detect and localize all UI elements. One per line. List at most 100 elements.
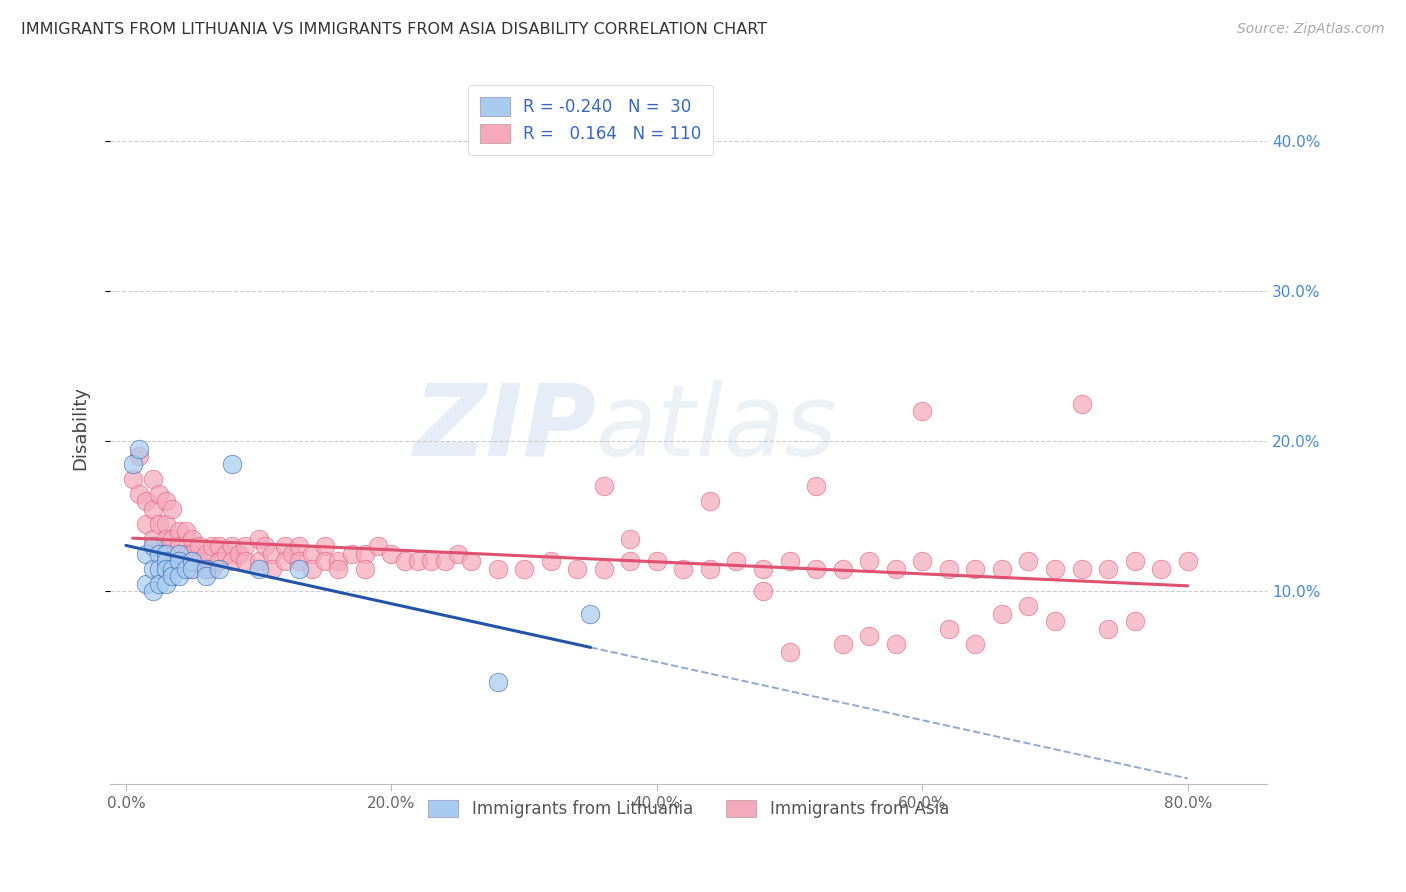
Point (672, 562, 695, 576)
Point (155, 547, 177, 561)
Point (619, 532, 641, 546)
Point (274, 554, 297, 568)
Point (181, 562, 204, 576)
Point (208, 562, 231, 576)
Point (181, 562, 204, 576)
Point (167, 539, 190, 553)
Point (328, 562, 350, 576)
Point (141, 472, 163, 486)
Point (567, 562, 589, 576)
Point (513, 562, 536, 576)
Point (221, 457, 243, 471)
Point (314, 539, 336, 553)
Point (214, 547, 236, 561)
Point (301, 547, 323, 561)
Point (221, 539, 243, 553)
Point (135, 547, 157, 561)
Point (194, 562, 217, 576)
Point (155, 562, 177, 576)
Point (433, 554, 456, 568)
Point (287, 554, 309, 568)
Point (804, 479, 827, 493)
Point (699, 494, 721, 508)
Point (314, 554, 336, 568)
Text: ZIP: ZIP (413, 380, 596, 477)
Point (420, 554, 443, 568)
Point (247, 554, 270, 568)
Point (579, 607, 602, 621)
Point (1070, 562, 1092, 576)
Point (148, 562, 170, 576)
Point (1043, 562, 1066, 576)
Point (354, 547, 377, 561)
Point (121, 457, 143, 471)
Point (752, 562, 775, 576)
Point (884, 562, 907, 576)
Point (201, 539, 224, 553)
Text: Source: ZipAtlas.com: Source: ZipAtlas.com (1237, 22, 1385, 37)
Point (486, 674, 509, 689)
Point (804, 562, 827, 576)
Point (858, 630, 880, 644)
Point (155, 547, 177, 561)
Point (162, 562, 184, 576)
Point (260, 547, 283, 561)
Point (884, 637, 907, 651)
Point (208, 554, 231, 568)
Point (148, 516, 170, 531)
Point (247, 562, 270, 576)
Point (447, 547, 470, 561)
Point (301, 562, 323, 576)
Point (274, 539, 297, 553)
Point (167, 524, 190, 539)
Point (1043, 615, 1066, 629)
Point (148, 577, 170, 591)
Point (228, 547, 250, 561)
Point (911, 554, 934, 568)
Point (254, 539, 277, 553)
Point (725, 554, 748, 568)
Point (394, 554, 416, 568)
Point (1123, 554, 1146, 568)
Point (188, 554, 211, 568)
Point (540, 554, 562, 568)
Point (460, 554, 482, 568)
Point (367, 539, 389, 553)
Point (155, 577, 177, 591)
Point (141, 501, 163, 516)
Point (141, 584, 163, 599)
Point (260, 562, 283, 576)
Point (911, 404, 934, 418)
Point (141, 539, 163, 553)
Point (194, 547, 217, 561)
Point (135, 494, 157, 508)
Point (174, 547, 197, 561)
Point (1017, 554, 1039, 568)
Point (174, 562, 197, 576)
Point (1070, 396, 1092, 410)
Point (1150, 562, 1173, 576)
Point (752, 584, 775, 599)
Point (1017, 599, 1039, 614)
Point (858, 554, 880, 568)
Point (965, 637, 987, 651)
Point (181, 532, 204, 546)
Point (486, 562, 509, 576)
Point (155, 494, 177, 508)
Point (938, 622, 960, 636)
Point (287, 539, 309, 553)
Point (619, 554, 641, 568)
Point (148, 547, 170, 561)
Point (938, 562, 960, 576)
Point (128, 442, 150, 456)
Point (162, 532, 184, 546)
Point (181, 547, 204, 561)
Point (1097, 562, 1119, 576)
Point (167, 569, 190, 583)
Point (287, 562, 309, 576)
Point (779, 644, 801, 658)
Point (135, 516, 157, 531)
Point (174, 524, 197, 539)
Point (181, 554, 204, 568)
Point (194, 562, 217, 576)
